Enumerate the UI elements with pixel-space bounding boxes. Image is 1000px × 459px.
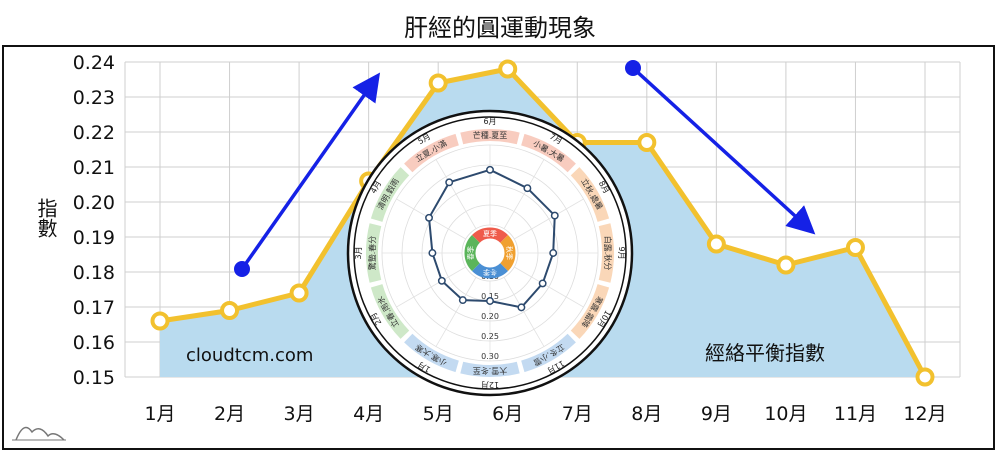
radar-point-6月 [486,165,494,174]
radar-point-5月 [445,178,454,187]
y-axis-label: 指數 [34,198,58,238]
radar-point-3月 [428,249,437,257]
radar-month-label: 6月 [483,117,496,126]
data-point-2月 [220,301,240,320]
season-segment [471,227,509,244]
radar-spoke [396,266,466,308]
data-point-9月 [706,234,726,254]
season-segment [471,262,509,279]
solar-term-band [521,333,576,373]
x-tick-label: 7月 [562,403,593,425]
radar-spoke [503,159,545,229]
x-tick-label: 9月 [701,403,732,425]
legend-label: 經絡平衡指數 [705,341,825,365]
y-tick-label: 0.20 [73,192,115,214]
season-segment [499,234,516,272]
radar-point-1月 [458,296,467,305]
x-tick-label: 3月 [284,403,315,425]
season-label: 春季 [466,246,475,260]
season-label: 夏季 [483,229,497,238]
solar-term-band [521,133,576,173]
solar-term-band [570,284,610,339]
y-tick-label: 0.24 [73,52,115,74]
y-tick-label: 0.15 [73,367,115,389]
chart-title: 肝經的圓運動現象 [404,14,596,42]
y-tick-label: 0.22 [73,122,115,144]
solar-term-band [460,361,520,377]
radar-r-label: 0.15 [481,292,499,301]
season-segment [464,234,481,272]
x-tick-label: 4月 [353,403,384,425]
solar-term-band [366,223,382,283]
solar-term-band [598,223,614,283]
arrow-down [631,66,816,235]
solar-term-band [570,167,610,222]
radar-point-8月 [550,211,559,220]
solar-term-band [404,333,459,373]
data-point-1月 [150,311,170,331]
solar-term-band [370,167,410,222]
radar-point-2月 [437,276,446,285]
radar-spoke [503,277,545,347]
data-point-11月 [845,238,865,257]
solar-term-label: 白露.秋分 [603,236,613,271]
x-tick-label: 10月 [764,403,807,425]
radar-point-4月 [425,213,433,222]
data-point-5月 [428,73,448,93]
data-point-10月 [776,255,796,275]
radar-r-label: 0.25 [481,332,499,341]
radar-point-12月 [486,297,494,305]
radar-spoke [435,159,477,229]
radar-point-7月 [523,184,532,193]
x-tick-label: 11月 [834,403,877,425]
chart-frame [2,45,995,450]
season-label: 秋季 [505,246,514,260]
y-tick-label: 0.18 [73,262,115,284]
solar-term-label: 芒種.夏至 [473,130,508,140]
arrow-up [240,72,381,271]
solar-term-label: 大雪.冬至 [473,366,508,376]
radar-month-label: 9月 [617,246,626,259]
radar-spoke [514,266,584,308]
x-tick-label: 1月 [144,403,175,425]
x-tick-label: 6月 [492,403,523,425]
data-point-6月 [498,59,518,79]
logo-icon [15,426,65,441]
y-tick-label: 0.16 [73,332,115,354]
solar-term-band [460,129,520,145]
solar-term-band [370,284,410,339]
y-tick-label: 0.17 [73,297,115,319]
radar-point-9月 [549,249,558,257]
watermark-text: cloudtcm.com [186,345,314,366]
x-tick-label: 5月 [423,403,454,425]
data-point-12月 [915,367,935,387]
radar-inner-ring [353,116,627,390]
x-tick-label: 8月 [631,403,662,425]
radar-month-label: 12月 [481,380,499,389]
inset-radar: 芒種.夏至小暑.大暑立秋.處暑白露.秋分寒露.霜降立冬.小雪大雪.冬至小寒.大寒… [346,109,634,397]
solar-term-label: 驚蟄.春分 [367,236,377,271]
x-tick-label: 12月 [903,403,946,425]
radar-r-label: 0.30 [481,352,499,361]
y-tick-label: 0.23 [73,87,115,109]
season-label: 冬季 [483,268,497,277]
x-tick-label: 2月 [214,403,245,425]
y-tick-label: 0.19 [73,227,115,249]
radar-r-label: 0.20 [481,312,499,321]
radar-month-label: 3月 [354,246,363,259]
series-line [159,66,928,379]
radar-point-11月 [517,303,526,312]
data-point-3月 [289,283,309,303]
radar-spoke [435,277,477,347]
solar-term-band [404,133,459,173]
y-tick-label: 0.21 [73,157,115,179]
data-point-8月 [637,133,657,152]
radar-outer-ring [346,109,634,397]
radar-point-10月 [538,279,547,288]
radar-spoke [514,198,584,240]
